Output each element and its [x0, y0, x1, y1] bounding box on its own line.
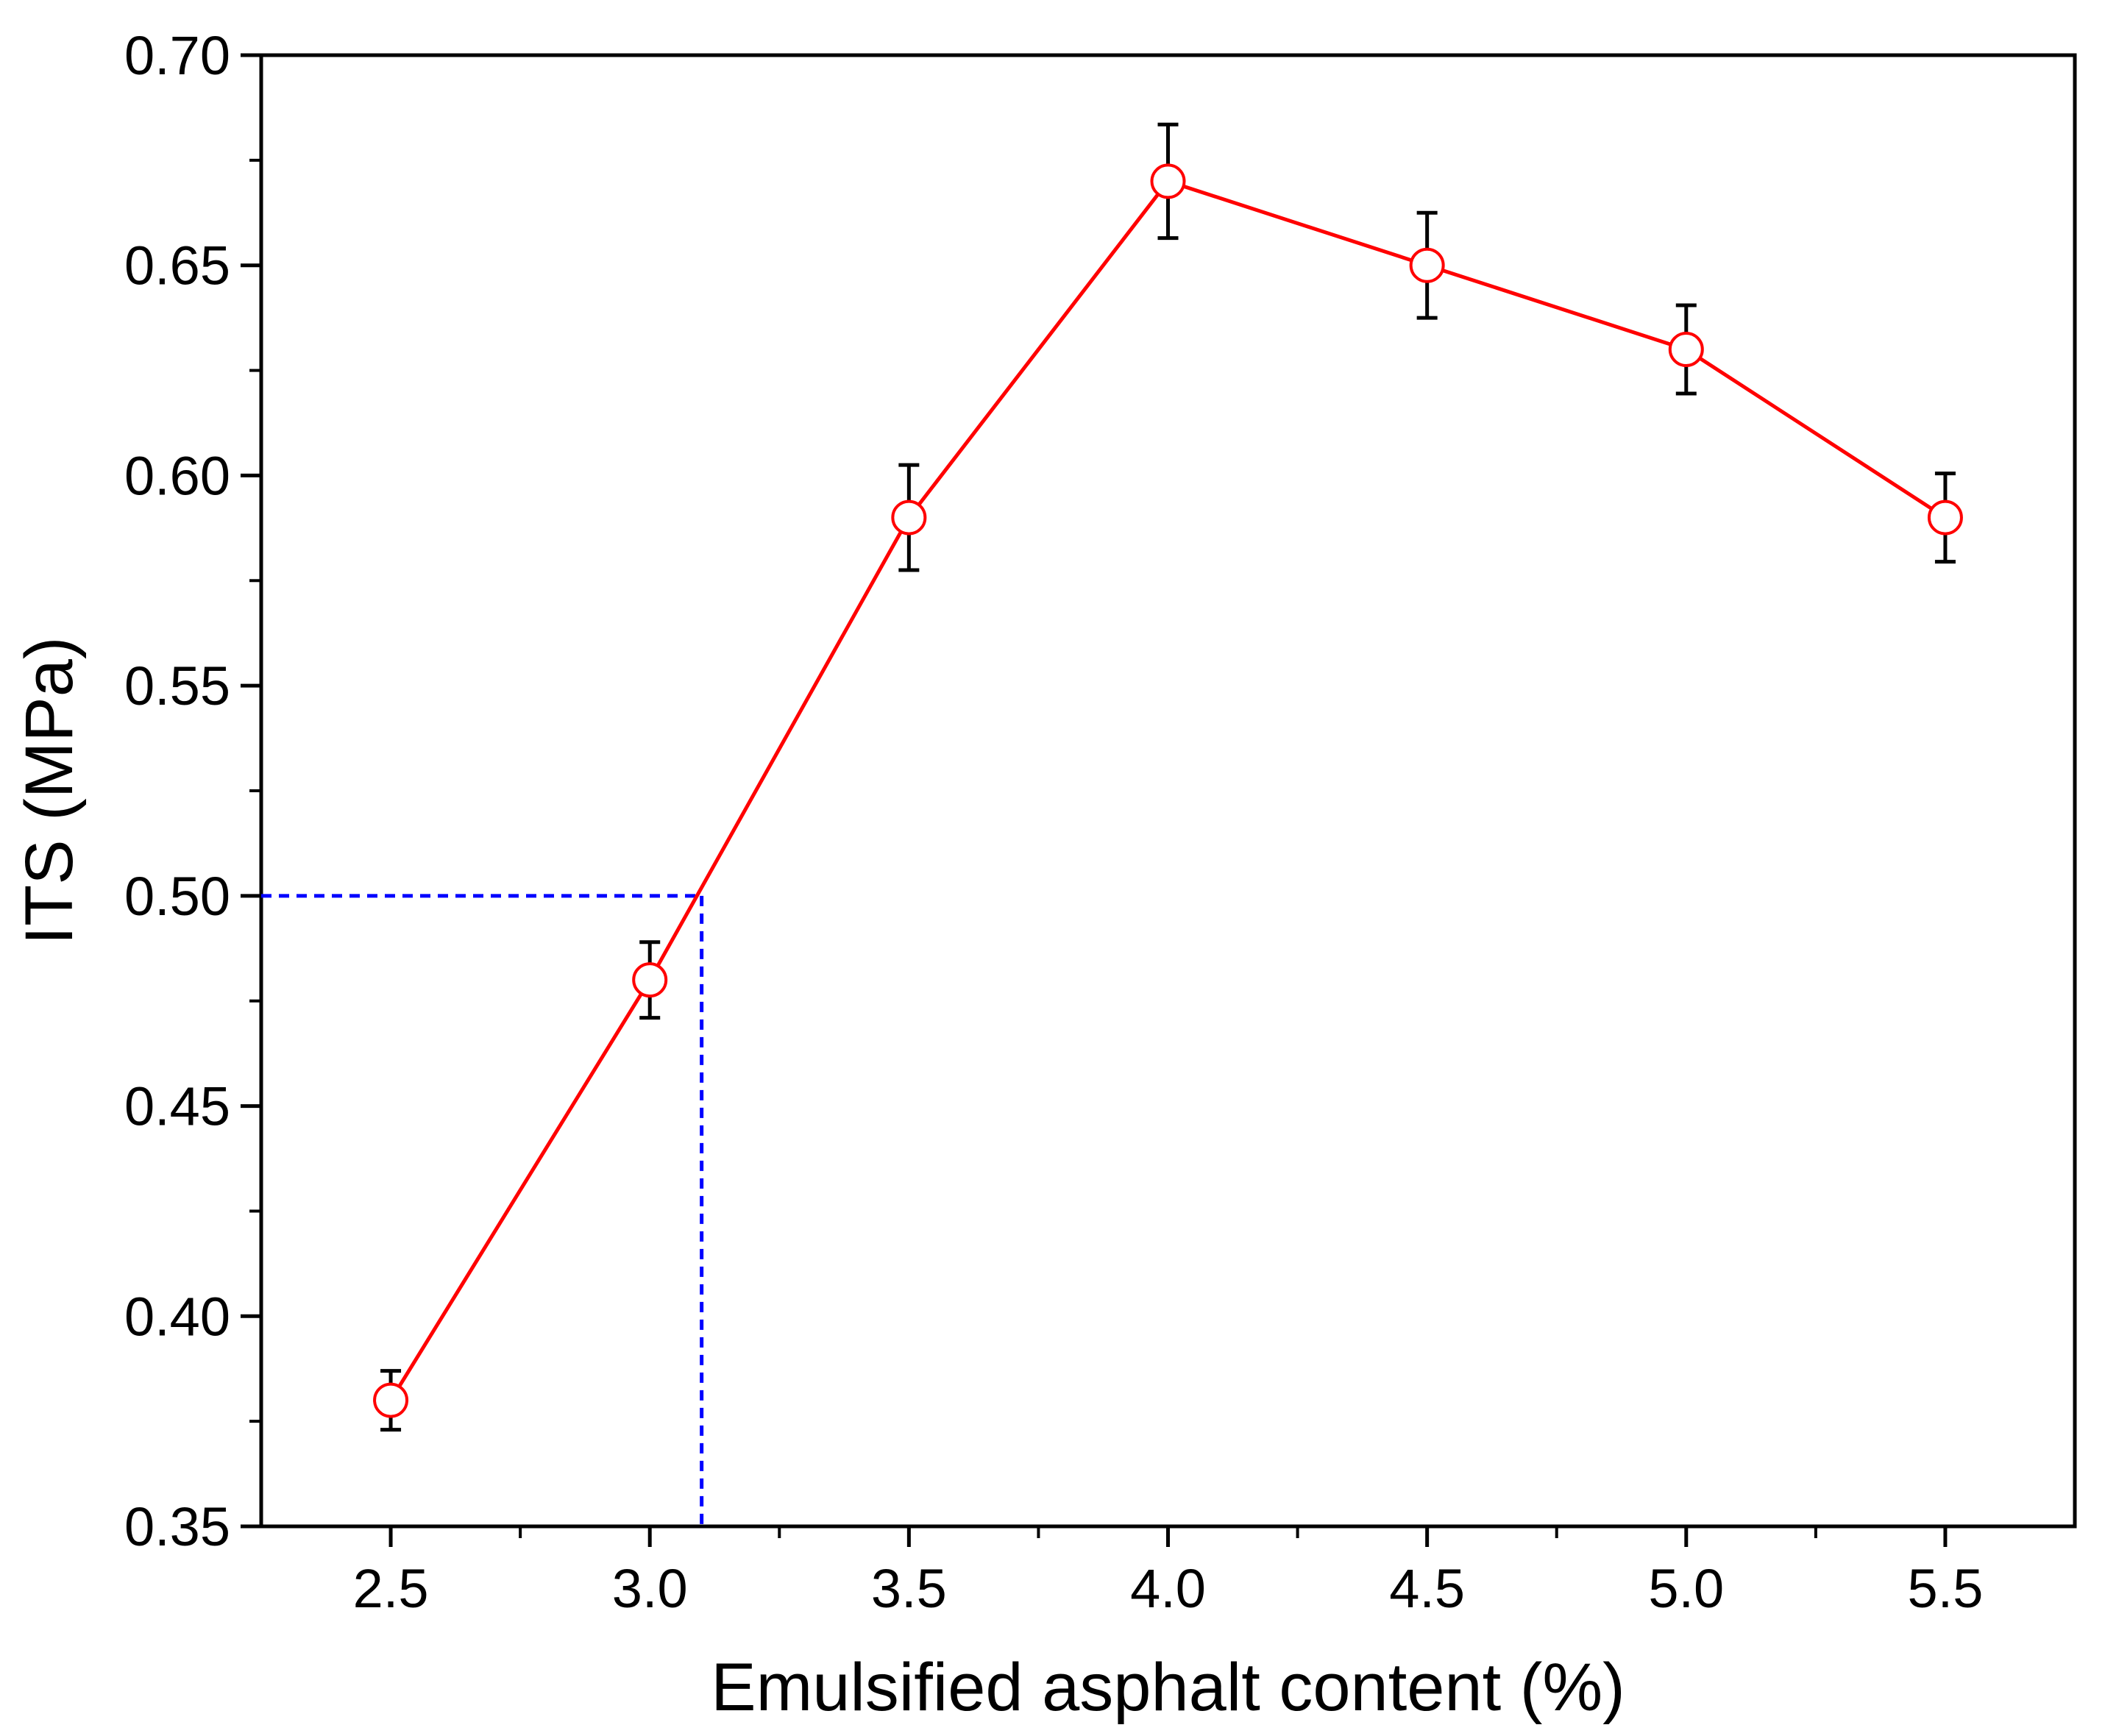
data-point: [1409, 247, 1445, 283]
series-layer: [373, 122, 1963, 1432]
x-tick-label: 4.0: [1130, 1558, 1206, 1619]
data-point: [632, 962, 668, 998]
axis-layer: 2.5 3.0 3.5 4.0 4.5 5.0 5.5 0.35 0.40 0.45 0.50 0.5…: [124, 25, 1983, 1619]
data-point: [1668, 332, 1704, 367]
x-tick-label: 5.5: [1907, 1558, 1983, 1619]
reference-lines: [261, 894, 704, 1526]
y-tick-label: 0.50: [124, 866, 230, 927]
data-point: [1150, 163, 1186, 199]
x-tick-label: 2.5: [353, 1558, 429, 1619]
data-point: [373, 1382, 409, 1418]
plot-area: [259, 53, 2077, 1529]
y-tick-label: 0.60: [124, 445, 230, 506]
x-tick-label: 4.5: [1389, 1558, 1465, 1619]
x-axis-title: Emulsified asphalt content (%): [711, 1650, 1625, 1725]
y-tick-label: 0.40: [124, 1286, 230, 1347]
x-tick-label: 5.0: [1648, 1558, 1724, 1619]
data-point: [891, 499, 927, 536]
x-tick-label: 3.5: [871, 1558, 947, 1619]
y-tick-label: 0.55: [124, 655, 230, 716]
y-tick-label: 0.65: [124, 235, 230, 296]
y-tick-label: 0.35: [124, 1496, 230, 1557]
y-axis-title: ITS (MPa): [12, 636, 87, 945]
data-point: [1927, 499, 1963, 536]
y-tick-label: 0.70: [124, 25, 230, 86]
plot-frame: [259, 53, 2077, 1529]
y-tick-label: 0.45: [124, 1076, 230, 1137]
series-line: [388, 179, 1947, 1401]
x-tick-label: 3.0: [612, 1558, 688, 1619]
